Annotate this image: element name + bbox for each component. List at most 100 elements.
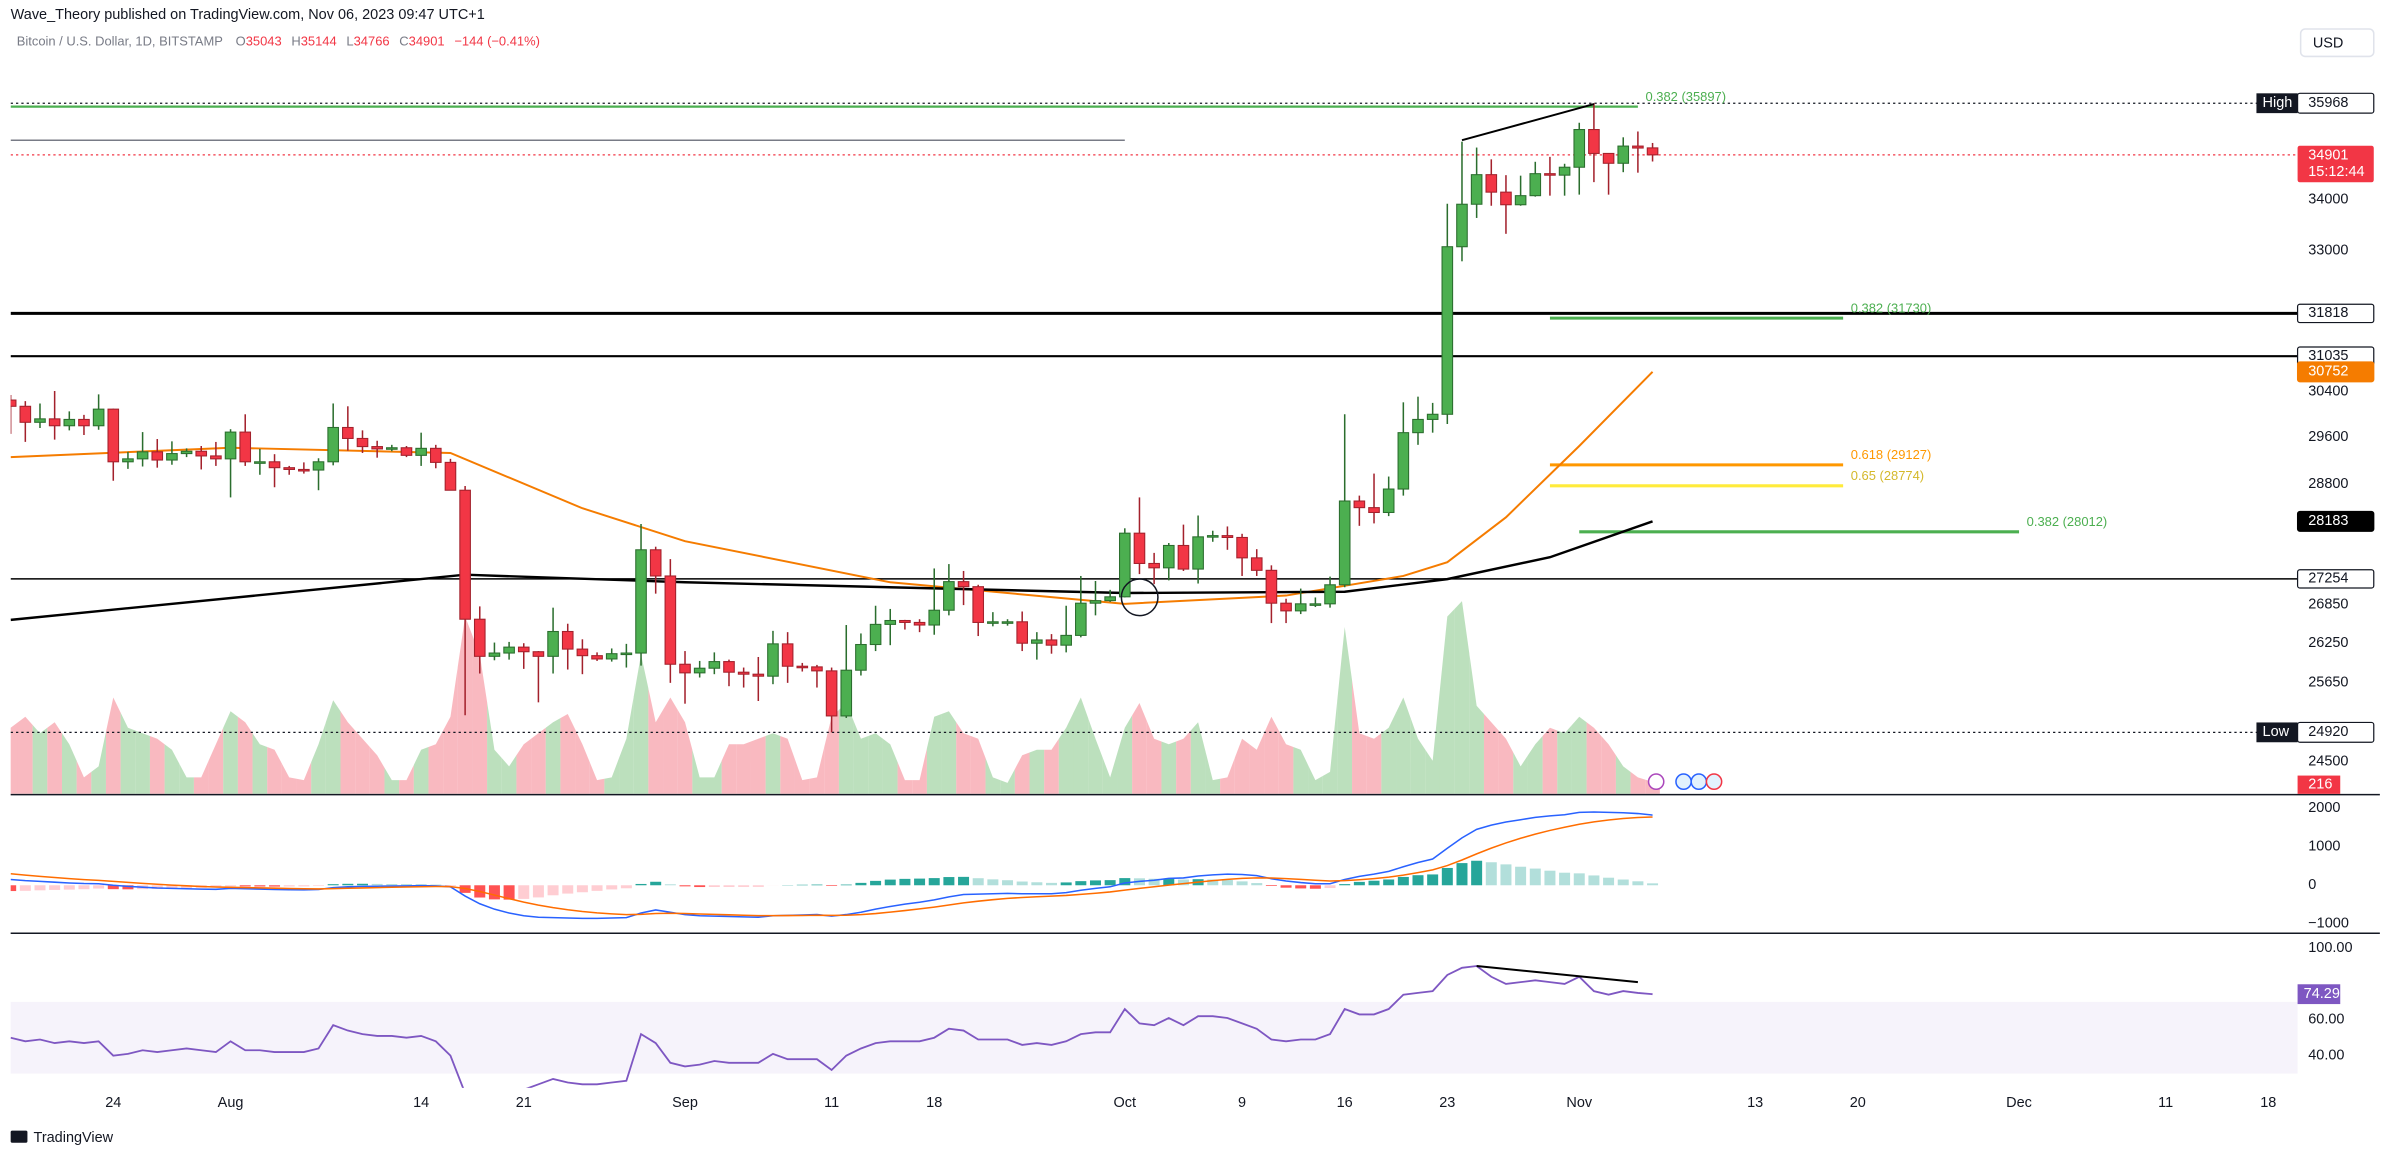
macd-histogram: [1456, 863, 1468, 886]
volume-tag-box: [2297, 775, 2341, 794]
volume: [736, 741, 751, 794]
candle-body: [1118, 532, 1131, 598]
price-tag: 28183: [2308, 513, 2348, 529]
volume: [560, 714, 576, 794]
volume-tag: 216: [2308, 777, 2332, 793]
candle-body: [1221, 535, 1234, 539]
price-tag: 30752: [2308, 364, 2348, 380]
macd-histogram: [107, 885, 119, 890]
macd-histogram: [679, 885, 691, 887]
volume: [193, 760, 209, 794]
candle-body: [561, 630, 574, 650]
y-tick-label: 29600: [2308, 429, 2348, 445]
candle-body: [664, 575, 677, 665]
macd-histogram: [1588, 875, 1600, 886]
macd-histogram: [1632, 881, 1644, 886]
macd-histogram: [1559, 872, 1571, 886]
volume: [32, 725, 48, 794]
volume: [281, 763, 297, 794]
macd-histogram: [620, 885, 632, 889]
macd-histogram: [1251, 883, 1263, 886]
candle-body: [180, 450, 193, 455]
volume: [1601, 736, 1616, 794]
candle-body: [767, 643, 779, 677]
macd-histogram: [1163, 878, 1175, 886]
candle-body: [591, 655, 603, 660]
volume: [1132, 702, 1147, 794]
volume: [824, 709, 839, 794]
candle-body: [312, 461, 325, 471]
volume: [1088, 718, 1103, 794]
macd-histogram: [122, 885, 134, 890]
volume: [765, 733, 781, 794]
macd-histogram: [1148, 878, 1160, 886]
volume: [853, 720, 869, 794]
volume: [970, 736, 986, 794]
hl-tag-label: High: [2263, 95, 2293, 111]
candle-body: [1382, 488, 1395, 514]
footer: TradingView: [10, 1130, 114, 1146]
macd-histogram: [1104, 880, 1116, 886]
candle-body: [1162, 544, 1175, 569]
candle-body: [840, 669, 853, 717]
candle-body: [1456, 203, 1468, 248]
candle-body: [620, 652, 633, 656]
candle-body: [283, 467, 296, 470]
macd-histogram: [899, 878, 911, 886]
volume: [1146, 720, 1162, 794]
volume: [1410, 718, 1426, 794]
candle-body: [1324, 584, 1336, 605]
volume: [1220, 758, 1235, 794]
volume: [1425, 688, 1440, 794]
volume: [1176, 730, 1191, 794]
candle-body: [488, 652, 501, 657]
ohlc-value: 34901: [409, 34, 445, 49]
candle-body: [107, 408, 120, 463]
price-tag: 34901: [2308, 147, 2348, 163]
volume: [1439, 608, 1455, 794]
x-tick-label: Sep: [672, 1095, 698, 1111]
price-tag: 31035: [2308, 348, 2348, 364]
macd-pane: [10, 811, 1659, 920]
candle-body: [1001, 621, 1014, 624]
y-tick-label: 40.00: [2308, 1047, 2344, 1063]
macd-histogram: [357, 883, 368, 886]
symbol-title: Bitcoin / U.S. Dollar, 1D, BITSTAMP: [17, 34, 223, 49]
footer-text: TradingView: [34, 1130, 114, 1146]
candle-body: [913, 621, 926, 626]
macd-histogram: [283, 885, 295, 887]
candle-body: [1353, 500, 1366, 509]
candle-body: [1236, 536, 1248, 559]
ohlc-value: 34766: [354, 34, 390, 49]
candle-body: [547, 630, 559, 657]
rsi-line: [10, 965, 1653, 1088]
candle-body: [327, 426, 339, 463]
currency-button[interactable]: USD: [2299, 28, 2375, 58]
candle-body: [1060, 634, 1072, 646]
currency-box[interactable]: [2299, 28, 2375, 58]
candle-body: [1075, 602, 1087, 636]
volume: [105, 697, 121, 794]
candle-body: [151, 451, 164, 461]
macd-histogram: [1441, 867, 1453, 886]
volume: [692, 749, 708, 794]
y-tick-label: 100.00: [2308, 940, 2352, 956]
x-tick-label: 14: [413, 1095, 429, 1111]
volume: [428, 730, 444, 794]
candle-body: [298, 468, 310, 472]
candle-body: [1529, 173, 1542, 197]
macd-histogram: [708, 885, 720, 888]
candle-body: [195, 450, 208, 457]
candle-body: [429, 447, 442, 463]
volume: [882, 738, 898, 794]
currency[interactable]: USD: [2313, 35, 2344, 51]
macd-histogram: [78, 885, 90, 890]
x-tick-label: 18: [2260, 1095, 2276, 1111]
candle-body: [1250, 557, 1263, 571]
volume: [325, 700, 341, 794]
x-tick-label: 16: [1337, 1095, 1353, 1111]
y-tick-label: 24500: [2308, 753, 2348, 769]
candle-body: [166, 453, 178, 461]
candle-body: [811, 666, 823, 672]
candle-body: [1500, 191, 1512, 206]
